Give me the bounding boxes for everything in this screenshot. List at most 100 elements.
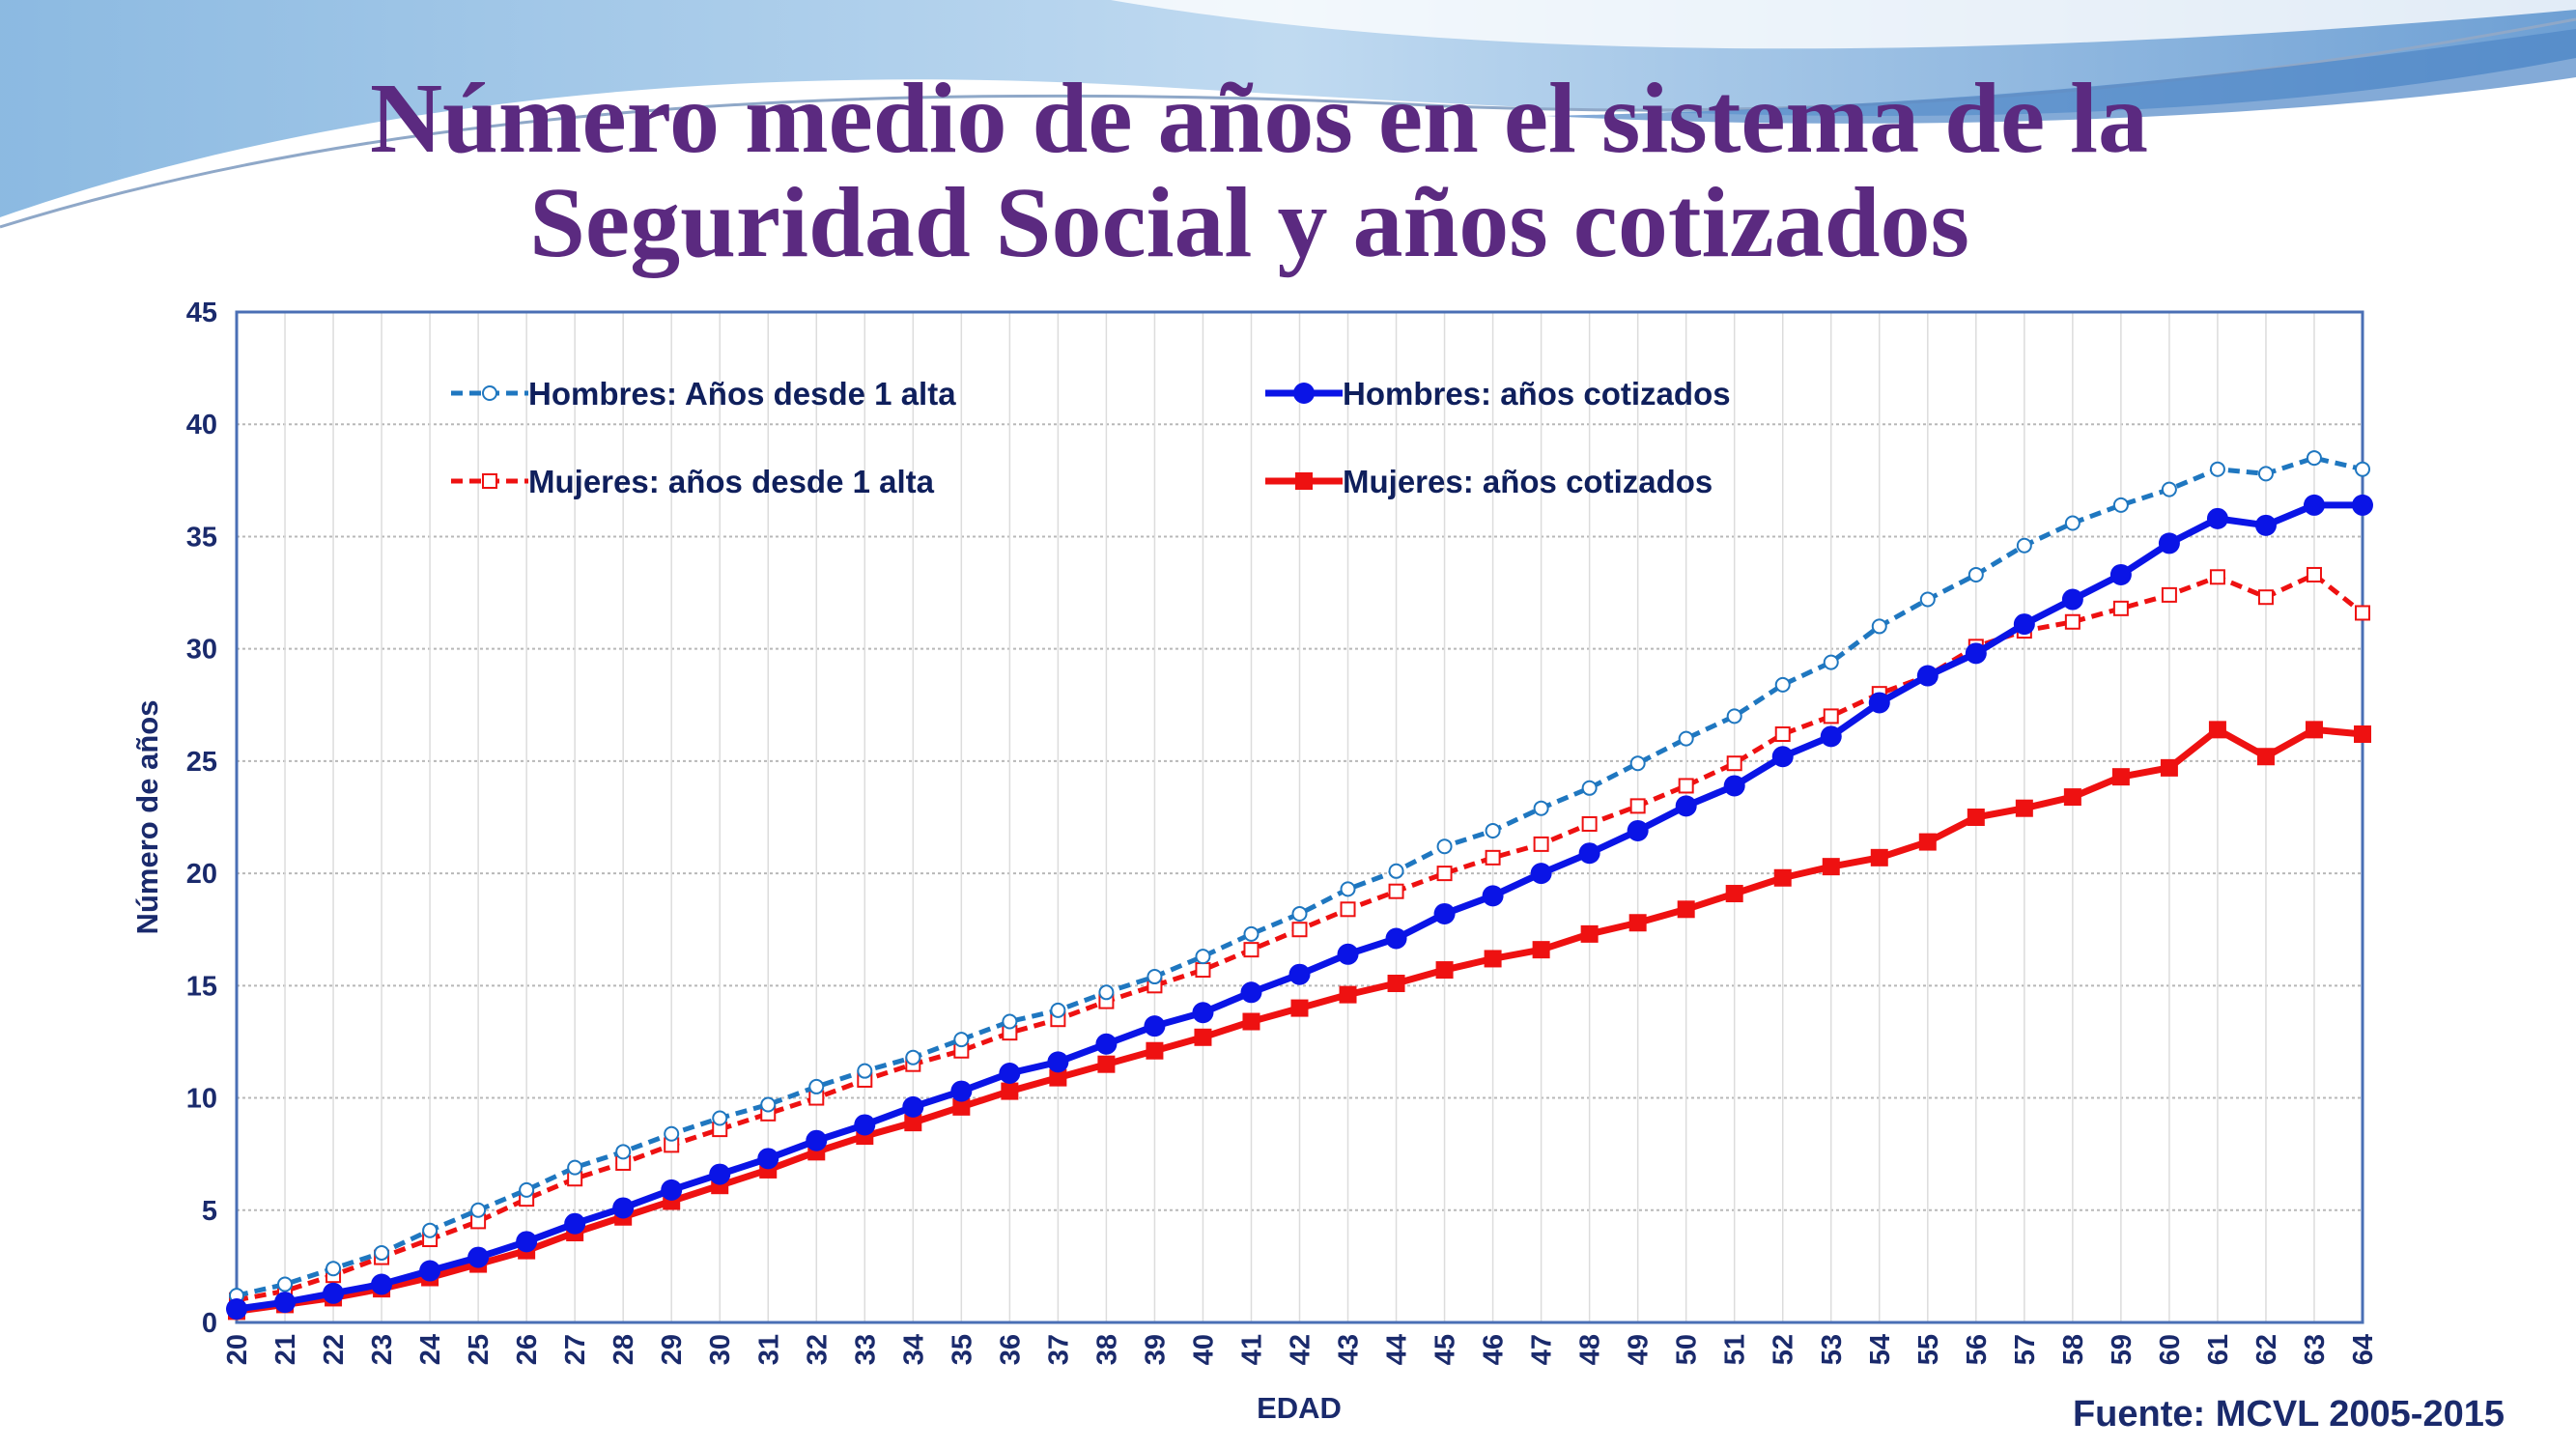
data-point: [226, 1298, 247, 1321]
header-wave-decoration: [0, 0, 2576, 229]
data-point: [1580, 924, 1599, 943]
x-tick-label: 32: [802, 1334, 833, 1365]
data-point: [1678, 778, 1694, 794]
data-point: [952, 1097, 971, 1116]
data-point: [2161, 586, 2177, 603]
data-point: [1050, 1002, 1066, 1018]
data-point: [1337, 943, 1359, 965]
legend-item: Mujeres: años desde 1 alta: [451, 464, 935, 499]
data-point: [1243, 925, 1260, 942]
x-tick-label: 39: [1140, 1334, 1171, 1365]
x-tick-label: 51: [1720, 1334, 1751, 1365]
data-point: [953, 1032, 970, 1048]
x-tick-label: 37: [1043, 1334, 1074, 1365]
data-point: [1242, 1012, 1260, 1031]
data-point: [1385, 927, 1407, 950]
data-point: [1291, 922, 1308, 938]
title-line-2: Seguridad Social y años cotizados: [529, 167, 1969, 278]
data-point: [1870, 848, 1888, 867]
x-tick-label: 60: [2155, 1334, 2186, 1365]
x-tick-label: 48: [1575, 1334, 1606, 1365]
x-axis-label: EDAD: [1257, 1391, 1342, 1425]
data-point: [1918, 833, 1937, 851]
data-point: [1823, 654, 1839, 670]
x-tick-label: 46: [1479, 1334, 1510, 1365]
x-tick-label: 35: [947, 1334, 977, 1365]
data-point: [2112, 600, 2129, 616]
data-point: [374, 1244, 390, 1261]
data-point: [1290, 999, 1309, 1017]
data-point: [1627, 819, 1649, 841]
data-point: [857, 1063, 873, 1079]
x-tick-label: 44: [1382, 1334, 1413, 1365]
data-point: [1144, 1015, 1166, 1037]
data-point: [2257, 589, 2274, 606]
data-point: [1868, 692, 1890, 714]
x-ticks: 20 21 22 23 24 25 26 27 28 29 30 31 32 33 34 35 36 37 38 39…: [222, 1334, 2379, 1365]
x-tick-label: 42: [1286, 1334, 1316, 1365]
data-point: [1288, 963, 1311, 985]
x-tick-label: 40: [1188, 1334, 1219, 1365]
data-point: [1822, 858, 1840, 876]
x-tick-label: 56: [1962, 1334, 1993, 1365]
data-point: [1192, 1002, 1214, 1024]
x-tick-label: 54: [1865, 1334, 1896, 1365]
x-tick-label: 36: [995, 1334, 1026, 1365]
x-tick-label: 43: [1334, 1334, 1365, 1365]
y-tick-label: 45: [186, 298, 217, 328]
data-point: [1581, 815, 1598, 832]
y-tick-label: 10: [186, 1084, 217, 1115]
data-point: [2111, 768, 2130, 786]
legend-label: Mujeres: años cotizados: [1343, 464, 1713, 499]
y-tick-label: 0: [202, 1308, 217, 1339]
data-point: [1002, 1013, 1018, 1030]
data-point: [567, 1159, 583, 1176]
data-point: [905, 1049, 921, 1065]
x-tick-label: 59: [2107, 1334, 2137, 1365]
legend-marker: [1295, 472, 1313, 490]
x-tick-label: 41: [1236, 1334, 1267, 1365]
y-tick-label: 30: [186, 635, 217, 666]
data-point: [1726, 755, 1742, 772]
data-point: [1628, 914, 1647, 932]
legend-item: Mujeres: años cotizados: [1265, 464, 1713, 499]
plot-area-border: [235, 310, 2364, 1324]
x-tick-label: 29: [657, 1334, 688, 1365]
data-point: [2305, 721, 2323, 739]
data-point: [1771, 746, 1794, 768]
data-point: [1965, 642, 1987, 665]
data-point: [2112, 497, 2129, 513]
data-point: [2158, 532, 2180, 554]
x-tick-label: 27: [560, 1334, 591, 1365]
data-point: [1388, 883, 1404, 899]
data-point: [2303, 494, 2325, 516]
x-tick-label: 30: [705, 1334, 736, 1365]
data-point: [1097, 1055, 1116, 1073]
x-tick-label: 50: [1672, 1334, 1703, 1365]
x-tick-label: 24: [415, 1334, 446, 1365]
data-point: [2206, 507, 2228, 529]
x-tick-label: 52: [1769, 1334, 1799, 1365]
data-point: [1482, 885, 1504, 907]
data-point: [1629, 755, 1646, 772]
data-point: [1530, 863, 1552, 885]
data-point: [2016, 537, 2032, 554]
data-point: [1726, 708, 1742, 724]
data-point: [2208, 721, 2226, 739]
data-point: [2306, 450, 2322, 467]
y-tick-label: 5: [202, 1196, 217, 1227]
data-point: [2015, 799, 2033, 817]
data-point: [1049, 1068, 1067, 1087]
data-point: [1194, 1028, 1212, 1046]
data-point: [615, 1144, 632, 1160]
x-tick-label: 23: [367, 1334, 398, 1365]
data-point: [661, 1179, 683, 1201]
data-point: [1047, 1051, 1069, 1073]
data-point: [1725, 885, 1743, 903]
y-tick-label: 20: [186, 859, 217, 890]
data-point: [1388, 863, 1404, 879]
y-tick-label: 35: [186, 522, 217, 553]
data-point: [2257, 466, 2274, 482]
x-tick-label: 57: [2010, 1334, 2041, 1365]
x-tick-label: 63: [2300, 1334, 2331, 1365]
